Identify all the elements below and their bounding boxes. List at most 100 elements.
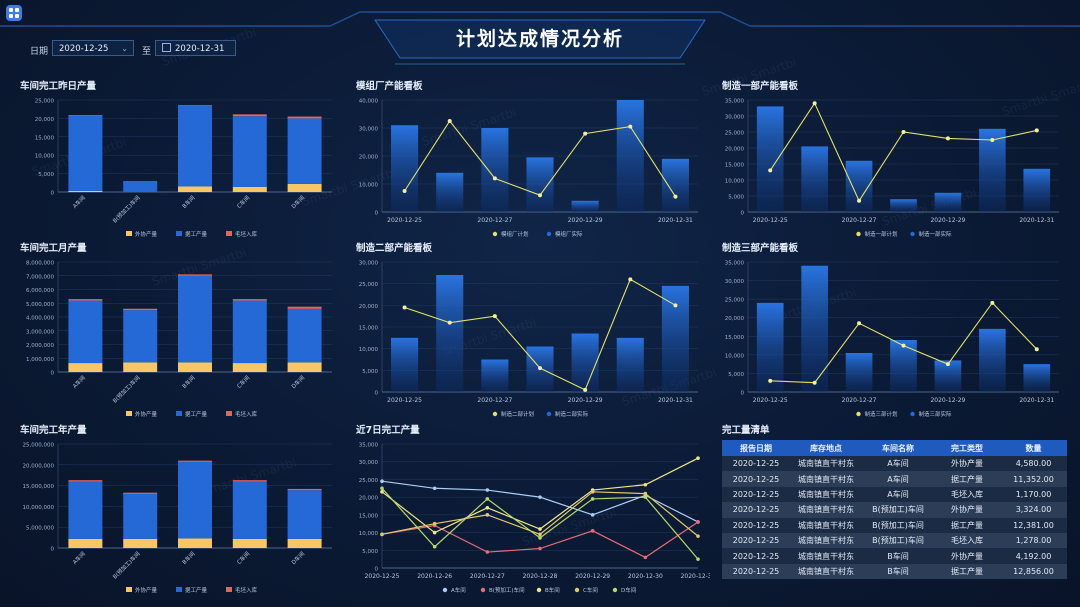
plan-point (402, 305, 407, 310)
legend-label: B(预加工)车间 (489, 586, 525, 594)
table-row[interactable]: 2020-12-25 城南镇直干村东 B(预加工)车间 外协产量 3,324.00 (722, 502, 1067, 518)
mold-capacity-title: 模组厂产能看板 (356, 81, 423, 92)
series-point (432, 521, 437, 526)
legend-marker (492, 231, 498, 237)
table-cell: 2020-12-25 (722, 532, 790, 549)
legend-marker (442, 587, 448, 593)
x-tick-label: 2020-12-30 (628, 573, 663, 580)
table-row[interactable]: 2020-12-25 城南镇直干村东 A车间 外协产量 4,580.00 (722, 456, 1067, 472)
header-quantity[interactable]: 数量 (1000, 440, 1067, 456)
series-point (485, 488, 490, 492)
bar (756, 302, 784, 392)
plan-point (447, 320, 452, 325)
header-report-date[interactable]: 报告日期 (722, 440, 790, 456)
x-tick-label: B(预加工)车间 (111, 194, 142, 225)
completion-table: 报告日期 库存地点 车间名称 完工类型 数量 2020-12-25 城南镇直干村东… (722, 440, 1067, 580)
plan-point (945, 136, 950, 141)
series-point (538, 536, 542, 540)
series-point (380, 486, 384, 491)
table-row[interactable]: 2020-12-25 城南镇直干村东 A车间 毛坯入库 1,170.00 (722, 486, 1067, 503)
series-point (643, 482, 648, 487)
bar (845, 353, 873, 392)
x-tick-label: 2020-12-31 (681, 573, 710, 580)
header-storage-location[interactable]: 库存地点 (790, 440, 862, 456)
table-cell: 城南镇直干村东 (790, 471, 862, 487)
y-tick-label: 7,000,000 (26, 274, 54, 280)
x-tick-label: B车间 (180, 550, 196, 566)
app-menu-icon[interactable] (6, 5, 22, 21)
bar (616, 100, 644, 212)
table-cell: A车间 (862, 456, 934, 472)
legend-marker (856, 411, 861, 417)
plan-point (492, 176, 497, 181)
legend-label: 模组厂实际 (555, 230, 583, 238)
bar-segment (287, 488, 322, 491)
bar (571, 200, 599, 212)
table-row[interactable]: 2020-12-25 城南镇直干村东 B车间 外协产量 4,192.00 (722, 548, 1067, 564)
bar (934, 192, 962, 212)
y-tick-label: 10,000,000 (23, 505, 55, 511)
plan-point (1034, 128, 1039, 133)
series-point (380, 532, 384, 537)
bar (979, 328, 1006, 392)
calendar-icon (162, 43, 171, 52)
table-cell: 2020-12-25 (722, 517, 790, 533)
table-row[interactable]: 2020-12-25 城南镇直干村东 A车间 据工产量 11,352.00 (722, 471, 1067, 487)
y-tick-label: 20,000 (35, 117, 55, 123)
series-point (696, 557, 700, 561)
plan-point (402, 189, 407, 193)
table-cell: 12,381.00 (1000, 517, 1067, 533)
table-cell: 据工产量 (934, 517, 1000, 533)
y-tick-label: 5,000 (362, 549, 378, 555)
bar-segment (232, 480, 267, 482)
bar-segment (232, 363, 267, 372)
bar-segment (123, 180, 158, 192)
start-date-select[interactable]: 2020-12-25 ⌄ (52, 40, 134, 56)
bar (1023, 168, 1051, 212)
table-cell: 外协产量 (934, 502, 1000, 518)
table-row[interactable]: 2020-12-25 城南镇直干村东 B(预加工)车间 毛坯入库 1,278.00 (722, 532, 1067, 549)
y-tick-label: 5,000,000 (26, 302, 54, 308)
bar (616, 337, 644, 392)
y-tick-label: 5,000 (362, 369, 378, 375)
bar-segment (68, 190, 103, 192)
y-tick-label: 20,000 (359, 304, 379, 310)
x-tick-label: 2020-12-27 (842, 397, 877, 404)
plan-point (812, 101, 817, 106)
plan-point (538, 193, 542, 198)
bar (571, 333, 599, 392)
legend-marker (126, 411, 132, 416)
table-cell: B(预加工)车间 (862, 517, 934, 533)
dept2-capacity-chart: 0 5,000 10,000 15,000 20,000 25,000 30,000 2020… (359, 261, 698, 418)
legend-marker (226, 587, 232, 592)
bar-segment (178, 460, 212, 462)
y-tick-label: 0 (375, 211, 379, 217)
header-workshop[interactable]: 车间名称 (862, 440, 934, 456)
bar-segment (123, 310, 158, 363)
series-point (538, 495, 542, 499)
y-tick-label: 30,000 (359, 127, 379, 133)
x-tick-label: 2020-12-29 (575, 573, 610, 580)
table-row[interactable]: 2020-12-25 城南镇直干村东 B(预加工)车间 据工产量 12,381.00 (722, 517, 1067, 533)
bar-segment (232, 116, 267, 187)
header-completion-type[interactable]: 完工类型 (934, 440, 1000, 456)
table-cell: B车间 (862, 563, 934, 580)
table-cell: 2020-12-25 (722, 456, 790, 472)
legend-label: 毛坯入库 (235, 410, 258, 418)
series-point (485, 513, 490, 517)
series-point (538, 527, 542, 531)
series-point (538, 532, 542, 537)
x-tick-label: 2020-12-31 (1019, 397, 1054, 404)
table-cell: 外协产量 (934, 456, 1000, 472)
plan-point (583, 387, 588, 392)
end-date-input[interactable]: 2020-12-31 (155, 40, 236, 56)
x-tick-label: C车间 (235, 550, 251, 566)
header-decoration (0, 11, 1080, 65)
series-point (643, 491, 648, 496)
table-row[interactable]: 2020-12-25 城南镇直干村东 B车间 据工产量 12,856.00 (722, 563, 1067, 580)
y-tick-label: 6,000,000 (26, 288, 54, 294)
y-tick-label: 10,000 (35, 154, 55, 160)
bar (661, 285, 689, 392)
dept1-capacity-title: 制造一部产能看板 (722, 81, 799, 92)
y-tick-label: 4,000,000 (26, 316, 54, 322)
